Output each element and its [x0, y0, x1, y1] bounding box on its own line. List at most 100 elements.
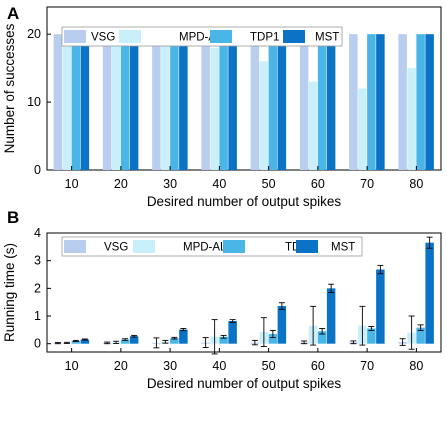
legend-label: MST: [315, 32, 339, 44]
legend-swatch: [64, 30, 86, 43]
bar-tdp1: [268, 334, 278, 344]
x-tick-label: 70: [360, 359, 374, 373]
bar-mst: [326, 34, 336, 170]
bar-vsg: [299, 34, 309, 170]
x-tick-label: 70: [360, 177, 374, 191]
x-axis-label: Desired number of output spikes: [147, 194, 342, 209]
bar-tdp1: [219, 34, 228, 170]
bar-tdp1: [120, 339, 130, 344]
x-tick-label: 30: [163, 177, 177, 191]
legend-label: TDP1: [250, 32, 279, 44]
bar-vsg: [53, 34, 63, 170]
y-tick-label: 0: [34, 163, 41, 177]
y-tick-label: 0: [34, 337, 41, 351]
panel-label: B: [7, 208, 19, 227]
bar-group-20: [102, 334, 139, 345]
bar-group-50: [250, 302, 287, 347]
bar-mpd-al: [308, 81, 318, 170]
bar-mpd-al: [62, 34, 72, 170]
bar-vsg: [102, 34, 112, 170]
bar-group-30: [152, 328, 188, 349]
x-tick-label: 50: [262, 359, 276, 373]
bar-group-40: [201, 34, 237, 170]
bar-tdp1: [317, 34, 327, 170]
bar-group-60: [299, 34, 336, 170]
bar-group-80: [398, 236, 434, 350]
bar-mst: [179, 34, 188, 170]
legend-swatch: [296, 240, 318, 253]
legend-label: VSG: [91, 32, 115, 44]
bar-vsg: [152, 34, 161, 170]
bar-mst: [80, 34, 90, 170]
bar-tdp1: [71, 340, 81, 344]
bar-mpd-al: [161, 34, 170, 170]
bar-vsg: [398, 34, 407, 170]
bar-tdp1: [170, 34, 179, 170]
x-tick-label: 80: [409, 359, 423, 373]
y-tick-label: 3: [34, 254, 41, 268]
bar-mpd-al: [259, 61, 269, 171]
bar-vsg: [349, 34, 358, 170]
legend-label: MPD-AL: [183, 242, 227, 254]
bar-mst: [376, 269, 385, 344]
x-tick-label: 40: [212, 177, 226, 191]
y-axis-label: Running time (s): [2, 243, 17, 342]
bar-mst: [228, 34, 237, 170]
bar-group-50: [250, 34, 287, 171]
legend-label: MST: [331, 242, 355, 254]
bar-mst: [277, 306, 287, 344]
bar-mpd-al: [358, 88, 367, 170]
bar-mst: [326, 288, 336, 344]
bar-mst: [129, 34, 139, 170]
bar-mst: [228, 321, 237, 344]
x-tick-label: 10: [65, 177, 79, 191]
bar-tdp1: [219, 336, 228, 344]
bar-group-60: [299, 283, 336, 346]
legend-swatch: [210, 30, 232, 43]
x-tick-label: 60: [311, 177, 325, 191]
panel-B: 012341020304050607080VSGMPD-ALTDP1MSTDes…: [2, 208, 442, 391]
bar-group-80: [398, 34, 434, 170]
legend-swatch: [119, 30, 141, 43]
bar-vsg: [201, 34, 210, 170]
plot-frame: [46, 232, 442, 353]
y-tick-label: 2: [34, 281, 41, 295]
x-tick-label: 20: [114, 177, 128, 191]
plot-frame: [46, 6, 442, 171]
bar-tdp1: [120, 34, 130, 170]
bar-mpd-al: [407, 68, 416, 170]
bar-tdp1: [367, 34, 376, 170]
bar-mst: [425, 242, 434, 344]
legend-swatch: [223, 240, 245, 253]
bar-tdp1: [170, 338, 179, 344]
bar-mst: [179, 329, 188, 344]
bar-mst: [425, 34, 434, 170]
y-tick-label: 10: [27, 95, 41, 109]
bar-tdp1: [416, 327, 425, 344]
y-tick-label: 20: [27, 27, 41, 41]
bar-group-70: [349, 34, 385, 170]
bar-group-10: [53, 338, 90, 345]
x-tick-label: 60: [311, 359, 325, 373]
bar-mst: [129, 336, 139, 344]
x-tick-label: 10: [65, 359, 79, 373]
bar-group-10: [53, 34, 90, 170]
x-axis-label: Desired number of output spikes: [147, 376, 342, 391]
y-tick-label: 4: [34, 226, 41, 240]
bar-tdp1: [71, 34, 81, 170]
legend-swatch: [283, 30, 305, 43]
legend-label: VSG: [104, 242, 128, 254]
bar-tdp1: [416, 34, 425, 170]
x-tick-label: 50: [262, 177, 276, 191]
x-tick-label: 20: [114, 359, 128, 373]
x-tick-label: 40: [212, 359, 226, 373]
bar-tdp1: [317, 331, 327, 344]
bar-mst: [277, 34, 287, 170]
bar-group-20: [102, 34, 139, 170]
bar-group-30: [152, 34, 188, 170]
bar-vsg: [250, 34, 260, 170]
